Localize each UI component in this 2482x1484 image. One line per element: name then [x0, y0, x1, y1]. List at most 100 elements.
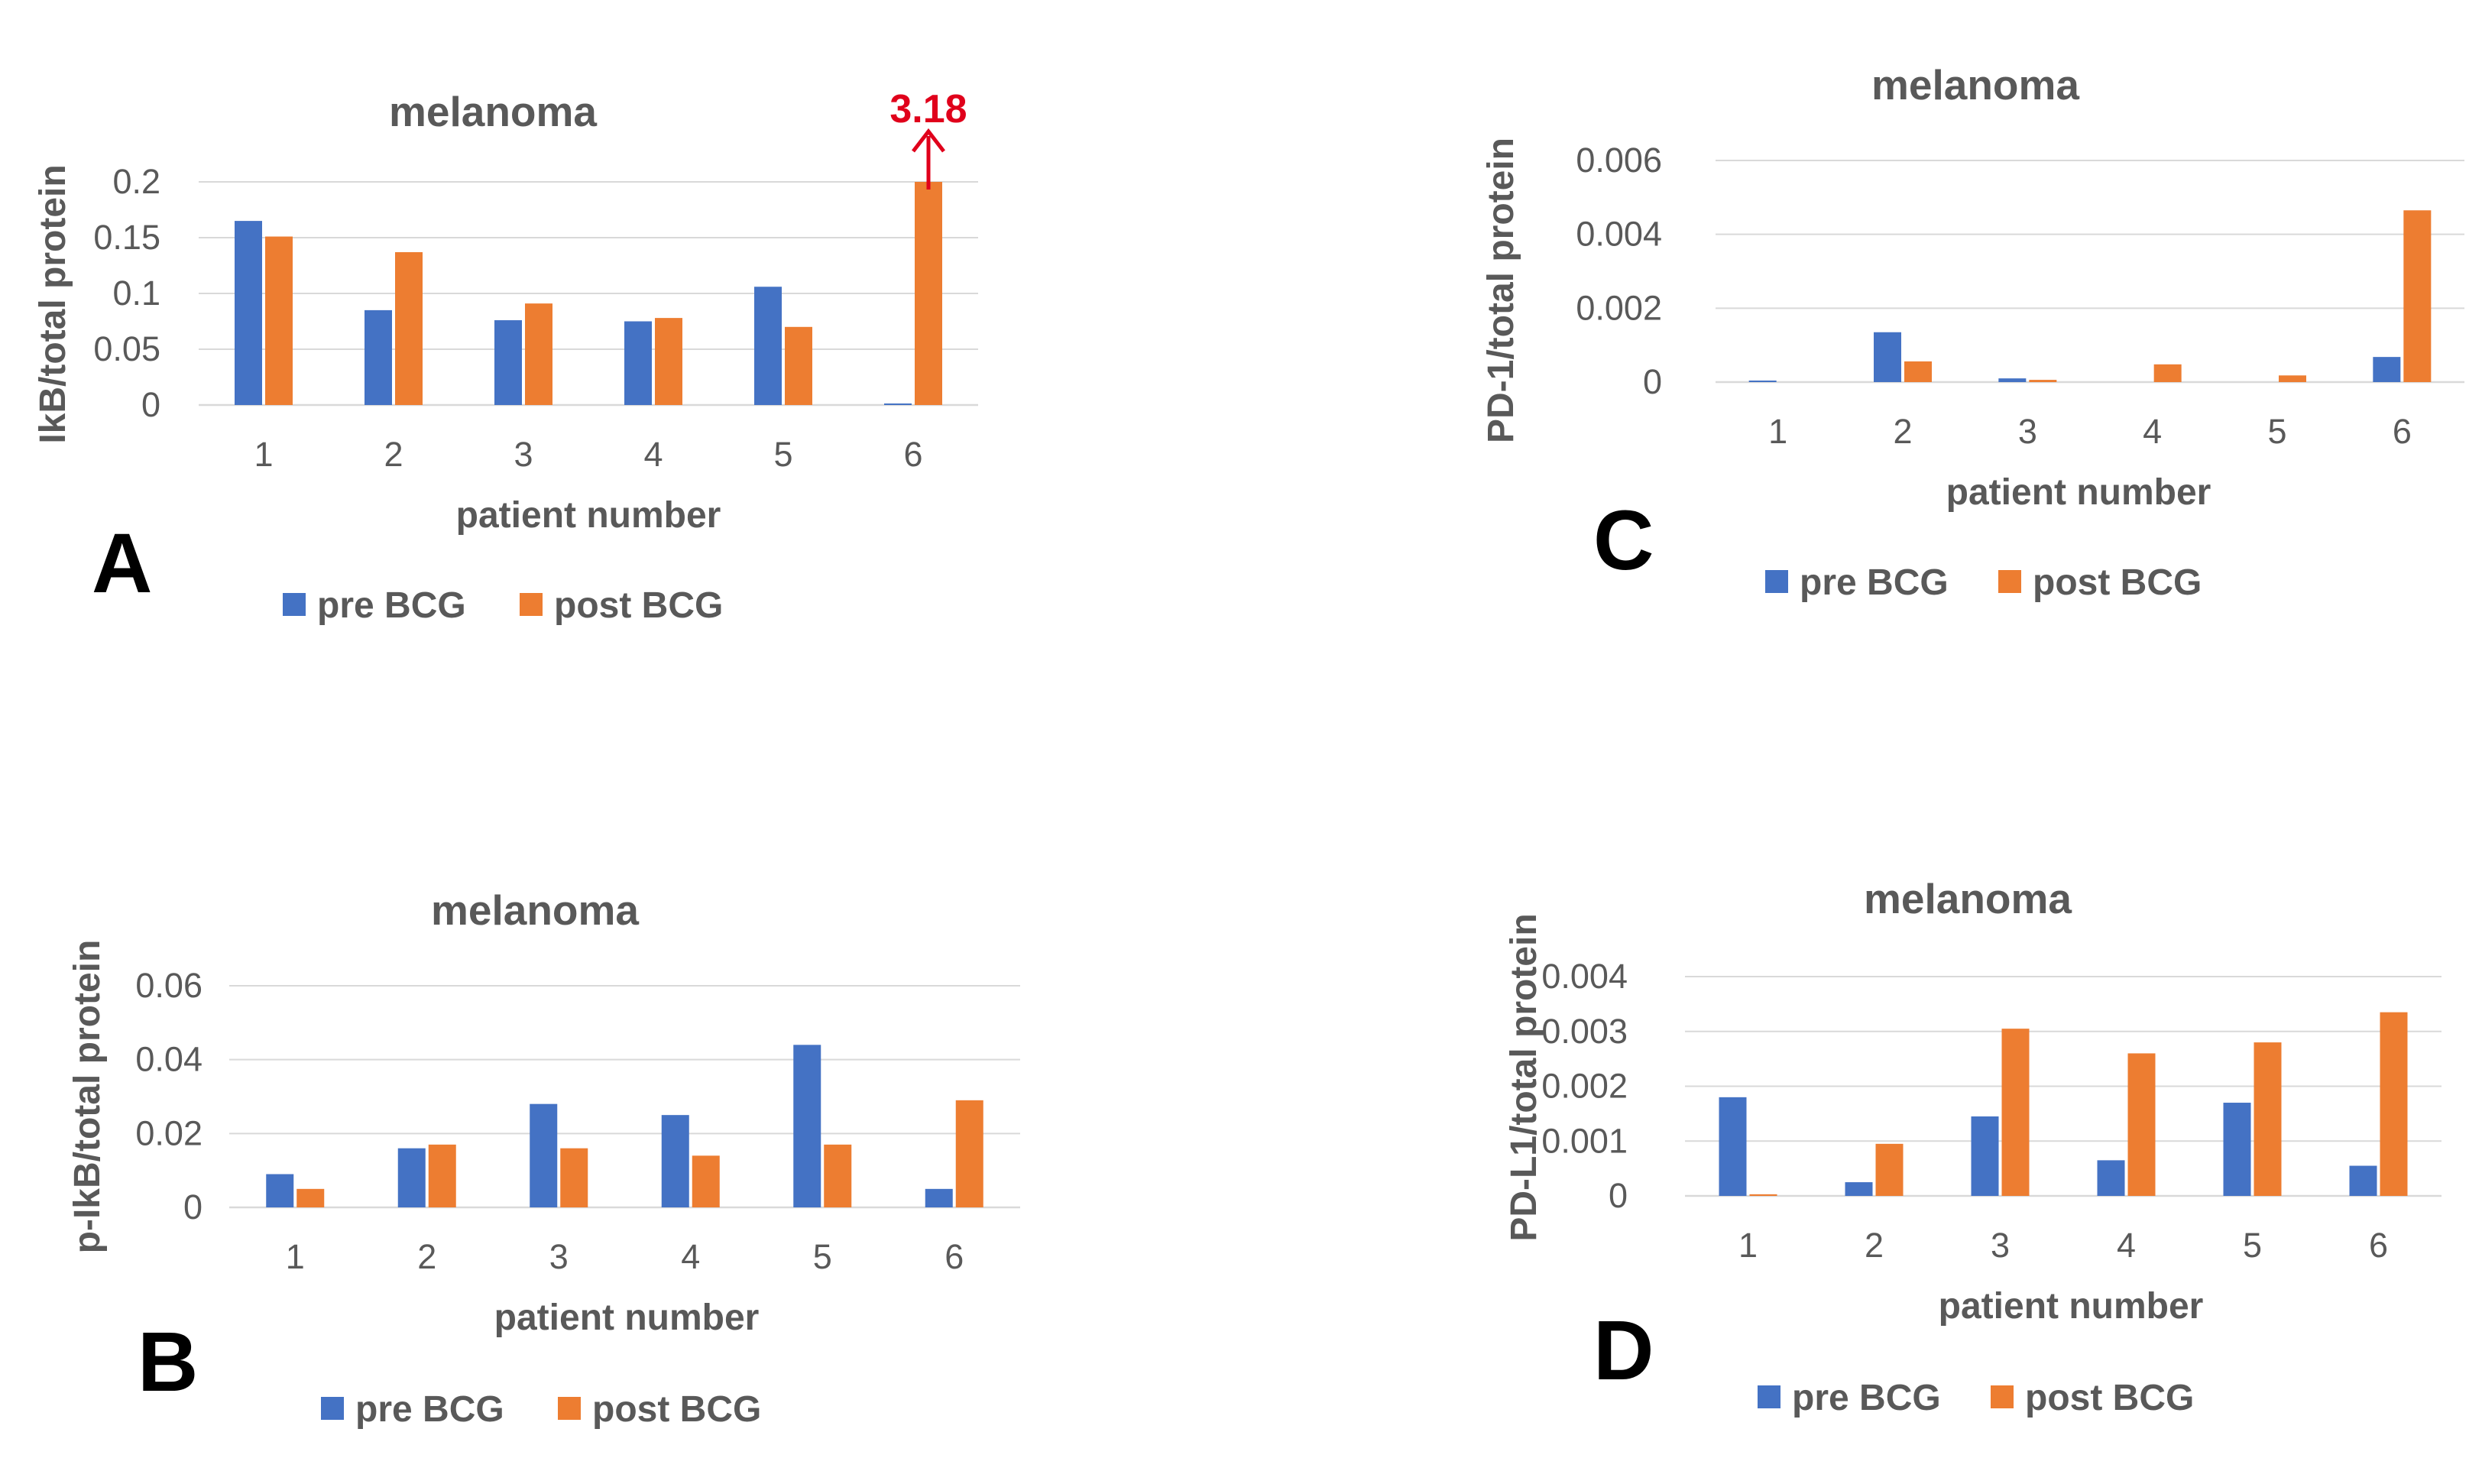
bar-pre-bcg-5	[2223, 1103, 2251, 1196]
y-tick-label: 0	[183, 1188, 203, 1226]
bar-post-bcg-5	[2254, 1042, 2282, 1196]
bar-pre-bcg-1	[1748, 381, 1777, 382]
chart-title: melanoma	[1871, 61, 2079, 109]
x-tick-label: 3	[549, 1237, 569, 1276]
bar-pre-bcg-5	[754, 287, 782, 405]
bar-post-bcg-6	[2380, 1012, 2408, 1196]
chart-panel-A: melanoma 0 0.05 0.1 0.15 0.2 1 2 3 4 5 6 3.18 patient…	[33, 87, 978, 626]
bar-pre-bcg-2	[365, 309, 392, 405]
x-tick-label: 2	[1893, 412, 1912, 451]
bar-post-bcg-2	[428, 1144, 456, 1207]
legend-label-pre-bcg: pre BCG	[1792, 1378, 1941, 1418]
x-tick-label: 1	[1738, 1226, 1758, 1265]
x-tick-label: 6	[2393, 412, 2412, 451]
bar-post-bcg-6	[915, 182, 942, 405]
bar-pre-bcg-1	[235, 221, 262, 405]
chart-panel-D: melanoma 0 0.001 0.002 0.003 0.004 1 2 3 4 5 6 patie…	[1504, 875, 2441, 1418]
legend-swatch-post-bcg	[1991, 1385, 2014, 1408]
bar-post-bcg-2	[1904, 361, 1932, 382]
bar-pre-bcg-4	[661, 1115, 689, 1207]
bar-post-bcg-3	[2001, 1029, 2030, 1196]
y-axis-label: PD-L1/total protein	[1504, 913, 1544, 1241]
bar-pre-bcg-2	[1874, 332, 1901, 382]
bar-pre-bcg-6	[925, 1188, 953, 1207]
x-tick-label: 4	[2117, 1226, 2136, 1265]
bar-pre-bcg-2	[1845, 1182, 1873, 1196]
y-axis-label: IkB/total protein	[33, 164, 73, 443]
legend-swatch-post-bcg	[520, 593, 543, 616]
legend-swatch-pre-bcg	[283, 593, 306, 616]
legend-label-pre-bcg: pre BCG	[317, 585, 466, 626]
y-tick-label: 0	[1609, 1176, 1628, 1215]
panel-letter: A	[92, 517, 152, 611]
bar-post-bcg-2	[395, 251, 423, 405]
chart-title: melanoma	[431, 886, 639, 934]
bar-post-bcg-5	[785, 326, 812, 405]
bar-post-bcg-4	[2127, 1053, 2156, 1196]
x-axis-label: patient number	[1946, 472, 2211, 513]
bar-post-bcg-4	[2153, 364, 2182, 382]
x-axis-label: patient number	[456, 495, 721, 536]
y-tick-label: 0.02	[135, 1113, 203, 1152]
x-tick-label: 1	[1768, 412, 1787, 451]
annotation-arrow-head	[912, 128, 945, 153]
x-tick-label: 3	[1991, 1226, 2010, 1265]
bar-pre-bcg-2	[397, 1148, 426, 1207]
y-tick-label: 0.004	[1576, 215, 1662, 254]
x-tick-label: 6	[903, 435, 922, 474]
bar-post-bcg-3	[560, 1148, 588, 1207]
panel-letter: C	[1593, 494, 1654, 588]
bar-post-bcg-5	[2279, 375, 2306, 382]
legend-label-post-bcg: post BCG	[592, 1389, 761, 1430]
bar-pre-bcg-3	[1998, 378, 2027, 382]
y-tick-label: 0.004	[1541, 957, 1628, 996]
x-tick-label: 3	[514, 435, 533, 474]
y-tick-label: 0.1	[112, 274, 160, 313]
bar-post-bcg-2	[1875, 1143, 1904, 1196]
x-tick-label: 3	[2018, 412, 2037, 451]
bar-post-bcg-6	[2403, 210, 2432, 382]
y-tick-label: 0	[1643, 362, 1662, 401]
legend-swatch-post-bcg	[558, 1397, 581, 1420]
bar-post-bcg-1	[296, 1188, 325, 1207]
panel-letter: B	[138, 1315, 198, 1409]
x-tick-label: 4	[2143, 412, 2162, 451]
y-tick-label: 0.04	[135, 1040, 203, 1079]
bar-post-bcg-4	[655, 318, 682, 405]
bar-post-bcg-6	[955, 1100, 983, 1207]
x-tick-label: 1	[286, 1237, 305, 1276]
y-tick-label: 0.002	[1576, 288, 1662, 327]
chart-title: melanoma	[1864, 875, 2072, 922]
legend-label-post-bcg: post BCG	[554, 585, 723, 626]
y-tick-label: 0.06	[135, 966, 203, 1005]
x-axis-label: patient number	[1939, 1286, 2204, 1327]
y-tick-label: 0.05	[93, 329, 160, 368]
y-tick-label: 0	[141, 385, 160, 424]
y-axis-label: p-IkB/total protein	[67, 940, 108, 1254]
bar-pre-bcg-6	[2373, 357, 2401, 382]
x-tick-label: 5	[2267, 412, 2286, 451]
chart-panel-C: melanoma 0 0.002 0.004 0.006 1 2 3 4 5 6 patient nu…	[1481, 61, 2464, 603]
bar-pre-bcg-3	[494, 320, 522, 405]
y-axis-label: PD-1/total protein	[1481, 138, 1521, 443]
x-tick-label: 2	[384, 435, 403, 474]
x-tick-label: 6	[945, 1237, 964, 1276]
panel-letter: D	[1593, 1304, 1654, 1398]
bar-post-bcg-1	[1749, 1194, 1777, 1196]
bar-pre-bcg-1	[266, 1174, 294, 1207]
bar-post-bcg-5	[824, 1144, 852, 1207]
x-tick-label: 4	[643, 435, 663, 474]
legend-swatch-pre-bcg	[321, 1397, 344, 1420]
bar-pre-bcg-3	[530, 1103, 558, 1207]
y-tick-label: 0.003	[1541, 1012, 1628, 1051]
y-tick-label: 0.15	[93, 218, 160, 257]
bar-post-bcg-3	[525, 303, 552, 405]
bar-pre-bcg-3	[1971, 1116, 1999, 1196]
legend-label-post-bcg: post BCG	[2025, 1378, 2194, 1418]
x-tick-label: 5	[813, 1237, 832, 1276]
bar-post-bcg-1	[265, 236, 293, 405]
bar-pre-bcg-6	[884, 403, 912, 405]
chart-panel-B: melanoma 0 0.02 0.04 0.06 1 2 3 4 5 6 patient numbe…	[67, 886, 1020, 1430]
bar-pre-bcg-5	[793, 1045, 821, 1207]
